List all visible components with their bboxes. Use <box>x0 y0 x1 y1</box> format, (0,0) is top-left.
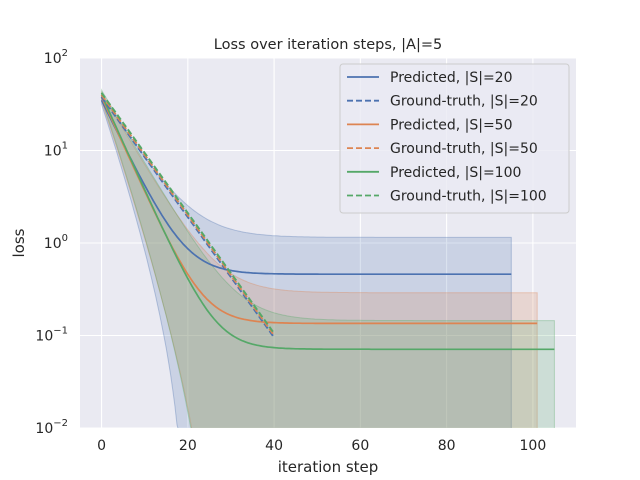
legend-label: Ground-truth, |S|=100 <box>390 189 547 205</box>
y-tick-label: 100 <box>44 233 68 252</box>
chart-title: Loss over iteration steps, |A|=5 <box>214 37 442 53</box>
x-tick-label: 100 <box>520 438 547 454</box>
y-tick-label: 101 <box>44 141 68 160</box>
y-axis-ticks: 102 101 100 10−1 10−2 <box>35 48 68 437</box>
x-tick-label: 80 <box>438 438 456 454</box>
ground-truth-line <box>100 94 275 336</box>
x-tick-label: 20 <box>179 438 197 454</box>
legend-label: Predicted, |S|=20 <box>390 70 513 86</box>
legend-label: Ground-truth, |S|=50 <box>390 141 538 157</box>
predicted-line <box>100 99 512 276</box>
series-lines <box>100 92 555 351</box>
y-axis-label: loss <box>10 228 28 257</box>
legend-label: Predicted, |S|=50 <box>390 117 513 133</box>
y-tick-label: 10−2 <box>35 418 68 437</box>
x-tick-label: 40 <box>265 438 283 454</box>
ground-truth-line <box>100 96 275 338</box>
confidence-bands <box>101 88 555 428</box>
legend-box <box>339 63 570 214</box>
ground-truth-line <box>100 92 275 334</box>
x-axis-ticks: 0 20 40 60 80 100 <box>97 438 546 454</box>
legend-label: Predicted, |S|=100 <box>390 165 521 181</box>
confidence-band <box>101 90 538 428</box>
legend-label: Ground-truth, |S|=20 <box>390 94 538 110</box>
x-tick-label: 0 <box>97 438 106 454</box>
y-tick-label: 102 <box>44 48 68 67</box>
legend: Predicted, |S|=20 Ground-truth, |S|=20 Pre… <box>339 63 570 214</box>
y-tick-label: 10−1 <box>35 326 68 345</box>
confidence-band <box>101 93 512 428</box>
confidence-band <box>101 88 555 428</box>
x-axis-label: iteration step <box>278 458 379 476</box>
predicted-line <box>100 94 555 351</box>
x-tick-label: 60 <box>351 438 369 454</box>
